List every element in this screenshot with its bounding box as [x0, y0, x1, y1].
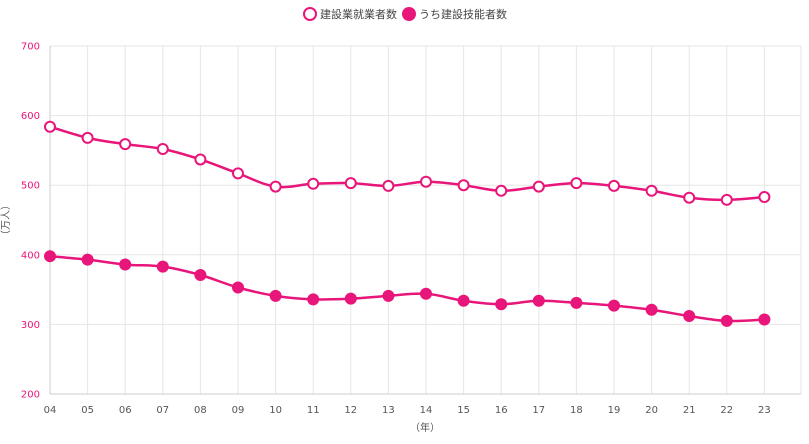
axes: 200 300 400 500 600 700 04 05 06 07 08 09 10 11 12 13 14… [21, 42, 801, 416]
legend-marker-hollow [303, 7, 317, 21]
y-axis-label: （万人） [0, 200, 12, 240]
data-point [44, 250, 56, 263]
x-tick-label: 14 [420, 405, 433, 416]
data-point [570, 296, 583, 309]
x-tick-label: 11 [307, 405, 320, 416]
data-point [645, 184, 658, 197]
data-point [758, 191, 771, 204]
legend-label: うち建設技能者数 [419, 7, 507, 21]
x-tick-label: 21 [683, 405, 696, 416]
x-tick-label: 18 [570, 405, 583, 416]
legend-marker-filled [402, 7, 416, 21]
data-point [608, 179, 620, 192]
y-tick-label: 300 [21, 320, 40, 331]
series-layer [44, 120, 771, 327]
x-tick-label: 10 [269, 405, 282, 416]
data-point [194, 268, 207, 281]
data-point [119, 138, 132, 151]
data-point [81, 253, 94, 266]
data-point [683, 191, 696, 204]
x-tick-label: 15 [457, 405, 470, 416]
legend-label: 建設業就業者数 [320, 7, 397, 21]
x-tick-label: 20 [645, 405, 658, 416]
x-tick-label: 07 [156, 405, 169, 416]
legend: 建設業就業者数 うち建設技能者数 [303, 7, 507, 21]
data-point [119, 258, 132, 271]
data-point [382, 289, 395, 302]
data-point [457, 294, 470, 307]
x-tick-label: 09 [232, 405, 245, 416]
data-point [720, 193, 733, 206]
data-point [344, 177, 357, 190]
data-point [81, 131, 94, 144]
data-point [457, 179, 470, 192]
data-point [608, 299, 620, 312]
data-point [532, 180, 545, 193]
data-point [720, 314, 733, 327]
x-tick-label: 23 [758, 405, 771, 416]
x-tick-label: 08 [194, 405, 207, 416]
y-tick-label: 700 [21, 42, 40, 53]
y-tick-label: 400 [21, 250, 40, 261]
x-tick-label: 16 [495, 405, 508, 416]
data-point [495, 298, 508, 311]
data-point [232, 281, 244, 294]
x-tick-label: 13 [382, 405, 395, 416]
data-point [645, 303, 658, 316]
data-point [495, 184, 508, 197]
y-tick-label: 200 [21, 390, 40, 401]
data-point [269, 289, 282, 302]
x-tick-label: 06 [119, 405, 132, 416]
data-point [758, 313, 771, 326]
x-axis-label: （年） [410, 421, 440, 434]
data-point [420, 287, 432, 300]
x-tick-label: 04 [44, 405, 57, 416]
data-point [420, 175, 432, 188]
y-tick-label: 500 [21, 181, 40, 192]
data-point [156, 260, 169, 273]
data-point [683, 310, 696, 323]
x-tick-label: 12 [344, 405, 357, 416]
data-point [307, 293, 320, 306]
x-tick-label: 19 [608, 405, 621, 416]
data-point [156, 143, 169, 156]
data-point [194, 153, 207, 166]
data-point [382, 179, 395, 192]
y-tick-label: 600 [21, 111, 40, 122]
data-point [44, 120, 56, 133]
data-point [269, 180, 282, 193]
x-tick-label: 17 [532, 405, 545, 416]
data-point [344, 292, 357, 305]
x-tick-label: 05 [81, 405, 94, 416]
x-tick-label: 22 [720, 405, 733, 416]
grid [49, 45, 802, 395]
data-point [532, 294, 545, 307]
data-point [307, 177, 320, 190]
data-point [570, 177, 583, 190]
data-point [232, 167, 244, 180]
